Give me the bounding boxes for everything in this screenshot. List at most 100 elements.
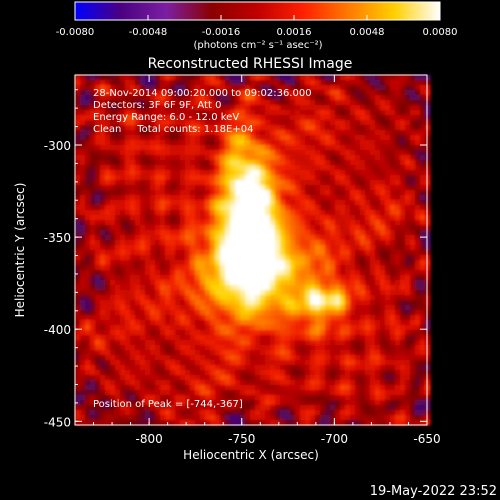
heatmap-cell: [175, 355, 181, 361]
heatmap-cell: [370, 160, 376, 166]
heatmap-cell: [180, 80, 186, 86]
heatmap-cell: [250, 120, 256, 126]
heatmap-cell: [420, 240, 426, 246]
heatmap-cell: [175, 330, 181, 336]
heatmap-cell: [275, 165, 281, 171]
heatmap-cell: [425, 185, 431, 191]
heatmap-cell: [135, 135, 141, 141]
heatmap-cell: [310, 290, 316, 296]
heatmap-cell: [270, 370, 276, 376]
heatmap-cell: [125, 110, 131, 116]
heatmap-cell: [370, 170, 376, 176]
heatmap-cell: [310, 100, 316, 106]
heatmap-cell: [205, 235, 211, 241]
heatmap-cell: [120, 85, 126, 91]
heatmap-cell: [300, 300, 306, 306]
heatmap-cell: [170, 250, 176, 256]
heatmap-cell: [230, 210, 236, 216]
heatmap-cell: [330, 75, 336, 81]
heatmap-cell: [370, 395, 376, 401]
heatmap-cell: [115, 190, 121, 196]
heatmap-cell: [230, 270, 236, 276]
heatmap-cell: [85, 135, 91, 141]
heatmap-cell: [125, 225, 131, 231]
heatmap-cell: [115, 200, 121, 206]
heatmap-cell: [265, 410, 271, 416]
heatmap-cell: [365, 275, 371, 281]
heatmap-cell: [110, 125, 116, 131]
heatmap-cell: [275, 405, 281, 411]
heatmap-cell: [165, 395, 171, 401]
heatmap-cell: [400, 275, 406, 281]
heatmap-cell: [105, 285, 111, 291]
heatmap-cell: [410, 245, 416, 251]
heatmap-cell: [345, 250, 351, 256]
heatmap-cell: [145, 300, 151, 306]
heatmap-cell: [200, 420, 206, 426]
heatmap-cell: [115, 110, 121, 116]
heatmap-cell: [335, 360, 341, 366]
heatmap-cell: [85, 80, 91, 86]
heatmap-cell: [355, 375, 361, 381]
heatmap-cell: [165, 285, 171, 291]
heatmap-cell: [250, 270, 256, 276]
heatmap-cell: [90, 280, 96, 286]
heatmap-cell: [250, 410, 256, 416]
heatmap-cell: [165, 105, 171, 111]
heatmap-cell: [390, 340, 396, 346]
heatmap-cell: [200, 270, 206, 276]
heatmap-cell: [290, 175, 296, 181]
heatmap-cell: [285, 355, 291, 361]
heatmap-cell: [150, 255, 156, 261]
heatmap-cell: [130, 125, 136, 131]
heatmap-cell: [415, 350, 421, 356]
heatmap-cell: [95, 155, 101, 161]
heatmap-cell: [415, 395, 421, 401]
heatmap-cell: [140, 85, 146, 91]
heatmap-cell: [385, 190, 391, 196]
heatmap-cell: [390, 310, 396, 316]
heatmap-cell: [235, 290, 241, 296]
heatmap-cell: [265, 360, 271, 366]
heatmap-cell: [400, 225, 406, 231]
heatmap-cell: [80, 130, 86, 136]
heatmap-cell: [320, 135, 326, 141]
heatmap-cell: [310, 315, 316, 321]
heatmap-cell: [170, 340, 176, 346]
heatmap-cell: [175, 200, 181, 206]
heatmap-cell: [100, 335, 106, 341]
heatmap-cell: [260, 255, 266, 261]
heatmap-cell: [150, 295, 156, 301]
heatmap-cell: [335, 265, 341, 271]
heatmap-cell: [195, 200, 201, 206]
heatmap-cell: [275, 285, 281, 291]
heatmap-cell: [410, 300, 416, 306]
heatmap-cell: [290, 220, 296, 226]
heatmap-cell: [210, 260, 216, 266]
heatmap-cell: [405, 130, 411, 136]
heatmap-cell: [100, 170, 106, 176]
heatmap-cell: [340, 175, 346, 181]
heatmap-cell: [370, 195, 376, 201]
heatmap-cell: [180, 380, 186, 386]
heatmap-cell: [410, 155, 416, 161]
heatmap-cell: [155, 330, 161, 336]
heatmap-cell: [80, 415, 86, 421]
heatmap-cell: [400, 420, 406, 426]
heatmap-cell: [415, 250, 421, 256]
heatmap-cell: [265, 100, 271, 106]
heatmap-cell: [235, 190, 241, 196]
heatmap-cell: [165, 355, 171, 361]
heatmap-cell: [375, 275, 381, 281]
heatmap-cell: [230, 165, 236, 171]
heatmap-cell: [370, 90, 376, 96]
heatmap-cell: [360, 225, 366, 231]
heatmap-cell: [100, 305, 106, 311]
heatmap-cell: [370, 85, 376, 91]
heatmap-cell: [365, 155, 371, 161]
heatmap-cell: [135, 305, 141, 311]
heatmap-cell: [80, 105, 86, 111]
heatmap-cell: [260, 115, 266, 121]
heatmap-cell: [330, 340, 336, 346]
heatmap-cell: [260, 215, 266, 221]
